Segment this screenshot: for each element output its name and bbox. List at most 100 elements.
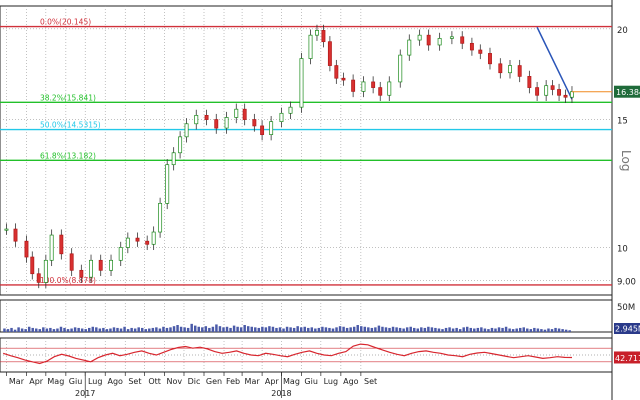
volume-bar: [303, 326, 306, 332]
x-tick-label: Set: [128, 377, 141, 386]
volume-bar: [222, 327, 225, 332]
price-candle: [204, 115, 209, 120]
volume-bar: [133, 328, 137, 332]
volume-bar: [511, 329, 515, 332]
price-candle: [498, 63, 503, 74]
volume-bar: [296, 326, 299, 332]
price-candle: [308, 34, 313, 59]
price-tick-label: 10: [617, 244, 628, 254]
volume-bar: [529, 329, 533, 332]
volume-bar: [105, 329, 109, 332]
volume-bar: [465, 326, 469, 332]
fib-level-label: 0.0%(20.145): [40, 18, 91, 27]
volume-bar: [246, 326, 250, 332]
price-candle: [36, 273, 41, 283]
volume-bar: [148, 328, 151, 332]
volume-bar: [63, 327, 66, 332]
volume-bar: [352, 326, 356, 332]
volume-bar: [377, 325, 381, 332]
x-tick-label: Ago: [343, 377, 359, 386]
volume-bar: [405, 327, 409, 332]
price-candle: [151, 231, 156, 245]
volume-bar: [91, 326, 95, 332]
volume-bar: [264, 327, 268, 332]
volume-panel: 50M 2.945M: [3, 303, 640, 334]
volume-bar: [282, 328, 285, 332]
x-tick-label: Dic: [188, 377, 201, 386]
volume-bar: [84, 329, 87, 332]
volume-bar: [328, 327, 331, 332]
price-candle: [544, 85, 549, 96]
price-candle: [327, 41, 332, 66]
price-candle: [449, 36, 454, 39]
volume-bar: [367, 327, 370, 332]
volume-bar: [409, 326, 412, 332]
volume-bar: [239, 327, 243, 332]
volume-bar: [434, 327, 437, 332]
price-candle: [398, 54, 403, 83]
price-candle: [165, 164, 170, 204]
volume-bar: [232, 325, 236, 332]
volume-bar: [70, 328, 73, 332]
volume-bar: [360, 326, 363, 332]
volume-bar: [487, 329, 490, 332]
volume-bar: [342, 326, 345, 332]
volume-bar: [275, 327, 278, 332]
volume-bar: [80, 328, 84, 332]
volume-bar: [370, 327, 374, 332]
x-tick-label: Giu: [304, 377, 318, 386]
volume-bar: [261, 326, 264, 332]
volume-bar: [550, 329, 554, 332]
volume-bar: [179, 326, 183, 332]
volume-bar: [462, 327, 465, 332]
volume-bar: [151, 327, 155, 332]
volume-bar: [193, 325, 197, 332]
volume-bar: [416, 328, 420, 332]
volume-bar: [564, 329, 568, 332]
volume-bar: [391, 326, 395, 332]
price-candle: [407, 39, 412, 56]
volume-bar: [243, 325, 246, 332]
x-tick-label: Lug: [324, 377, 338, 386]
volume-bar: [123, 326, 126, 332]
volume-bar: [518, 327, 522, 332]
volume-bar: [455, 327, 458, 332]
x-tick-label: Giu: [69, 377, 83, 386]
price-candle: [194, 115, 199, 125]
volume-bar: [165, 327, 169, 332]
price-candle: [158, 202, 163, 233]
volume-bar: [140, 327, 144, 332]
price-candle: [178, 136, 183, 154]
volume-bar: [137, 327, 140, 332]
volume-bar: [345, 327, 349, 332]
price-candle: [49, 234, 54, 261]
x-tick-label: Mar: [9, 377, 25, 386]
price-candle: [269, 121, 274, 135]
volume-bar: [17, 327, 20, 332]
price-candle: [24, 240, 29, 258]
volume-bar: [35, 328, 38, 332]
volume-bar: [557, 328, 561, 332]
price-candle: [351, 79, 356, 92]
volume-bar: [395, 327, 398, 332]
trendline: [536, 26, 573, 100]
price-candle: [288, 106, 293, 114]
volume-bar: [176, 325, 179, 332]
volume-bar: [321, 326, 324, 332]
volume-bar: [331, 328, 335, 332]
price-candle: [214, 119, 219, 129]
volume-bar: [38, 329, 42, 332]
volume-bar: [42, 327, 45, 332]
rsi-last-badge: [614, 351, 640, 364]
price-candle: [535, 87, 540, 96]
volume-bar: [292, 327, 296, 332]
volume-bar: [504, 326, 508, 332]
volume-bar: [314, 328, 317, 332]
volume-bar: [208, 327, 211, 332]
volume-bar: [236, 326, 239, 332]
volume-bar: [162, 326, 165, 332]
volume-bar: [437, 328, 441, 332]
volume-bar: [98, 328, 102, 332]
x-tick-label: Ott: [148, 377, 161, 386]
